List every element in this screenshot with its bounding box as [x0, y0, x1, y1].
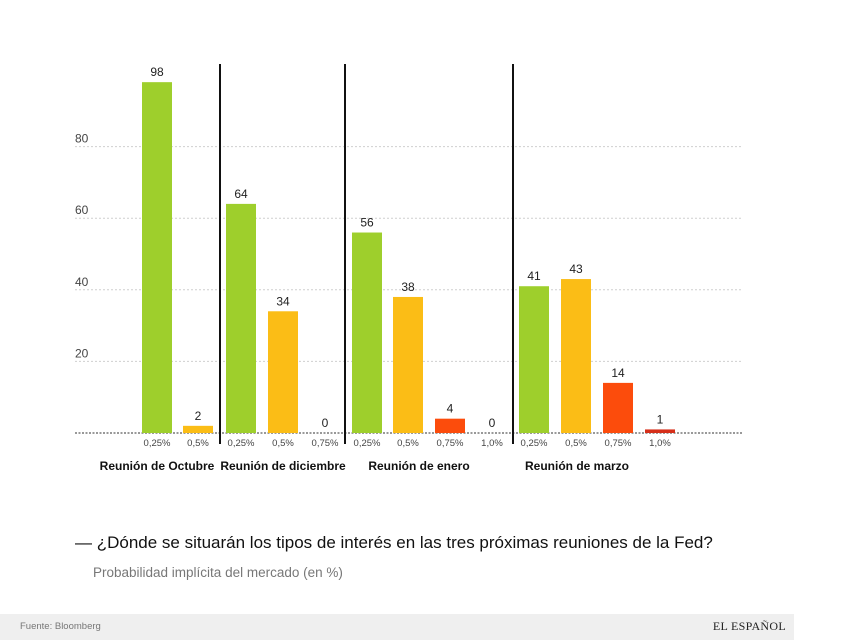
bar: [352, 232, 382, 433]
x-tick-label: 0,75%: [605, 438, 632, 449]
data-label: 38: [401, 280, 415, 294]
y-tick-label: 80: [75, 132, 89, 146]
data-label: 2: [195, 409, 202, 423]
y-tick-label: 60: [75, 203, 89, 217]
group-label: Reunión de Octubre: [100, 459, 215, 473]
y-tick-label: 40: [75, 275, 89, 289]
bar: [268, 311, 298, 433]
bar: [645, 429, 675, 433]
data-label: 34: [276, 294, 290, 308]
x-tick-label: 0,5%: [397, 438, 419, 449]
x-tick-label: 0,75%: [437, 438, 464, 449]
data-label: 1: [657, 412, 664, 426]
source-label: Fuente: Bloomberg: [20, 621, 101, 632]
data-label: 14: [611, 366, 625, 380]
group-label: Reunión de diciembre: [220, 459, 346, 473]
x-tick-label: 1,0%: [649, 438, 671, 449]
group-label: Reunión de marzo: [525, 459, 629, 473]
x-tick-label: 0,25%: [228, 438, 255, 449]
data-label: 43: [569, 262, 583, 276]
bar: [519, 286, 549, 433]
x-tick-label: 0,25%: [521, 438, 548, 449]
footer-bar: Fuente: Bloomberg EL ESPAÑOL: [0, 614, 794, 640]
x-tick-label: 0,5%: [187, 438, 209, 449]
bar: [183, 425, 213, 433]
data-label: 0: [489, 416, 496, 430]
x-tick-label: 0,25%: [354, 438, 381, 449]
x-tick-label: 0,5%: [565, 438, 587, 449]
y-tick-label: 20: [75, 346, 89, 360]
data-label: 56: [360, 216, 374, 230]
data-label: 64: [234, 187, 248, 201]
chart-title: — ¿Dónde se situarán los tipos de interé…: [75, 533, 713, 552]
bar: [393, 296, 423, 433]
data-label: 41: [527, 269, 541, 283]
x-tick-label: 0,25%: [144, 438, 171, 449]
data-label: 4: [447, 402, 454, 416]
bar: [603, 382, 633, 433]
bar: [142, 82, 172, 433]
bar: [226, 203, 256, 433]
x-tick-label: 0,5%: [272, 438, 294, 449]
chart-subtitle: Probabilidad implícita del mercado (en %…: [93, 565, 343, 580]
bar: [435, 418, 465, 433]
brand-logo: EL ESPAÑOL: [712, 619, 786, 633]
x-tick-label: 0,75%: [312, 438, 339, 449]
group-label: Reunión de enero: [368, 459, 469, 473]
data-label: 98: [150, 65, 164, 79]
bar: [561, 279, 591, 433]
x-tick-label: 1,0%: [481, 438, 503, 449]
data-label: 0: [322, 416, 329, 430]
